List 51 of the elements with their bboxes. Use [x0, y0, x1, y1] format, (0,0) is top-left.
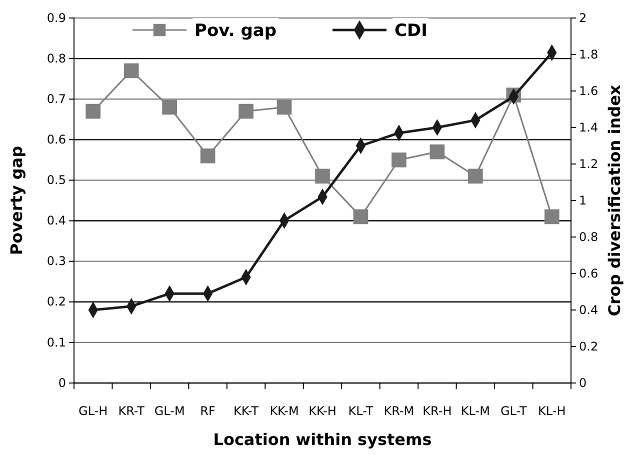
y2-tick-label: 0.2 [579, 339, 598, 354]
point [315, 168, 330, 184]
x-tick-label: KK-H [308, 404, 336, 418]
y-tick-label: 0.7 [46, 92, 66, 106]
x-tick-label: GL-H [78, 404, 108, 418]
x-tick-label: KL-M [460, 404, 490, 418]
y2-tick-label: 0 [579, 376, 587, 390]
point [392, 152, 406, 168]
point [544, 209, 560, 224]
x-tick-label: GL-T [500, 404, 528, 418]
y-axis-title: Poverty gap [7, 146, 26, 256]
y2-tick-label: 1.6 [579, 84, 598, 98]
x-tick-label: RF [200, 404, 216, 418]
point [430, 144, 445, 160]
y2-tick-label: 0.6 [579, 266, 598, 280]
y-tick-label: 0.6 [46, 132, 66, 147]
y2-axis-title: Crop diversification index [605, 84, 624, 316]
x-tick-label: KR-T [118, 404, 146, 418]
x-tick-label: KK-M [270, 404, 299, 418]
y2-tick-label: 0.4 [579, 302, 598, 317]
y-tick-label: 0 [58, 376, 66, 390]
point [468, 168, 483, 184]
point [276, 100, 292, 115]
x-axis-title: Location within systems [213, 430, 432, 449]
y2-tick-label: 2 [579, 10, 587, 25]
legend-label: CDI [394, 21, 428, 41]
y-tick-label: 0.5 [46, 173, 66, 188]
legend-label: Pov. gap [194, 21, 277, 41]
x-tick-label: KK-T [234, 404, 260, 418]
point [86, 104, 101, 119]
x-tick-label: GL-M [154, 404, 185, 418]
x-tick-label: KL-T [348, 404, 374, 418]
point [238, 104, 254, 119]
y2-tick-label: 0.8 [579, 230, 598, 244]
x-tick-label: KR-H [422, 404, 452, 418]
y-tick-label: 0.3 [46, 254, 66, 268]
point [200, 148, 216, 164]
y2-tick-label: 1.8 [579, 47, 598, 62]
y-tick-label: 0.1 [46, 335, 66, 350]
y2-tick-label: 1 [579, 193, 587, 208]
x-tick-label: KR-M [384, 404, 414, 418]
x-tick-label: KL-H [538, 404, 566, 418]
point [162, 100, 177, 115]
y-tick-label: 0.4 [46, 214, 66, 228]
y-tick-label: 0.9 [46, 10, 66, 25]
y-tick-label: 0.8 [46, 51, 66, 66]
point [124, 63, 139, 78]
y-tick-label: 0.2 [46, 294, 66, 309]
y2-tick-label: 1.4 [579, 120, 598, 134]
y2-tick-label: 1.2 [579, 156, 598, 171]
point [353, 209, 368, 224]
